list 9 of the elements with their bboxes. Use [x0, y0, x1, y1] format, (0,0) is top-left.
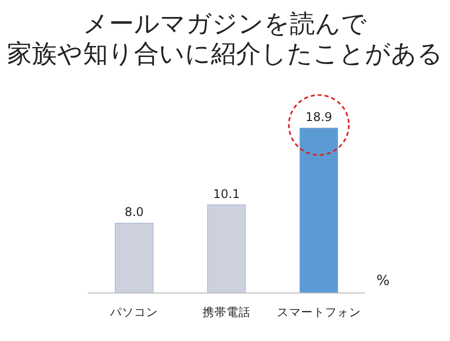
x-tick-label: スマートフォン — [276, 305, 361, 319]
data-label: 8.0 — [124, 205, 144, 220]
chart-title: メールマガジンを読んで — [83, 9, 367, 38]
data-label: 10.1 — [213, 186, 240, 201]
data-label: 18.9 — [305, 110, 332, 124]
chart-subtitle: 家族や知り合いに紹介したことがある — [7, 39, 443, 68]
x-tick-label: 携帯電話 — [202, 305, 250, 319]
x-tick-label: パソコン — [109, 305, 158, 319]
y-axis-title: % — [376, 273, 390, 289]
